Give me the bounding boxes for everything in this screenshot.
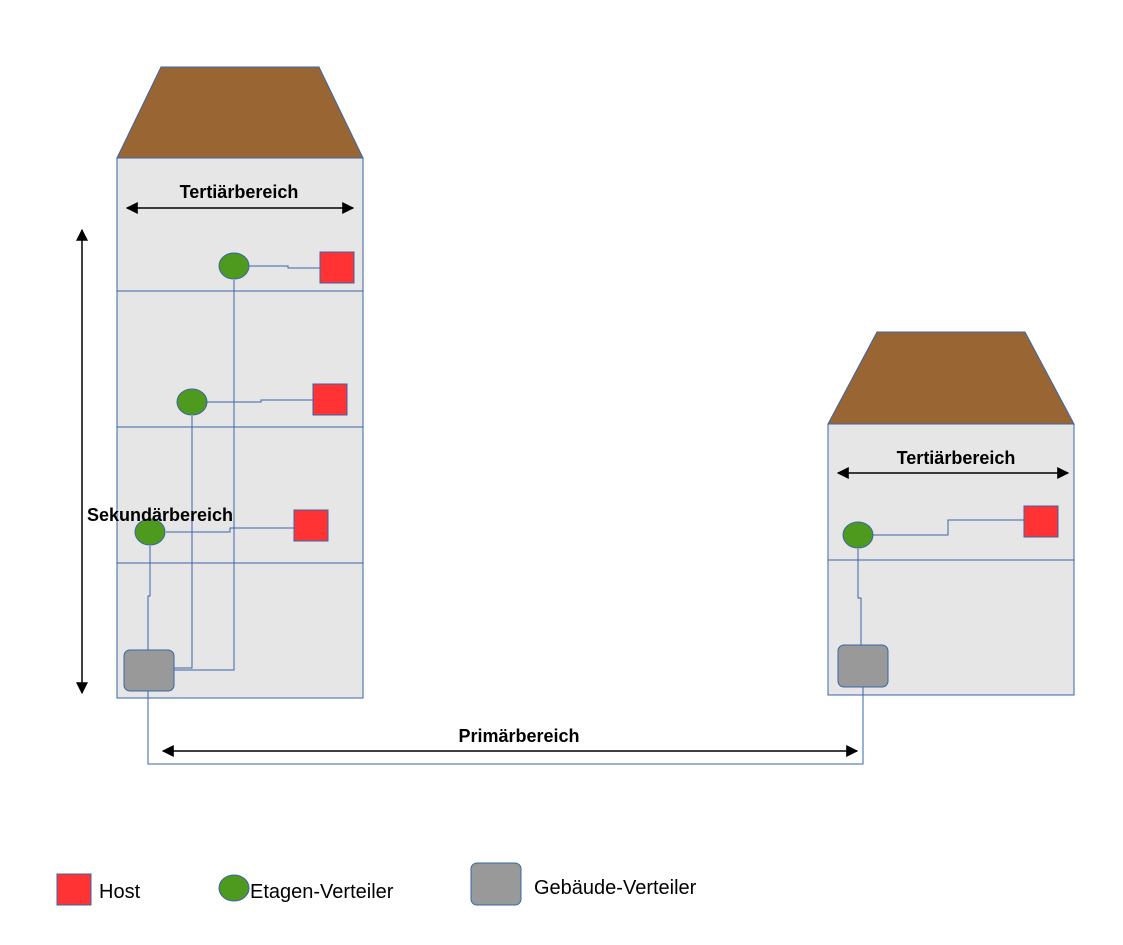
floor-distributor-right <box>842 521 874 549</box>
legend-building-distributor-swatch <box>470 862 522 906</box>
cable-floor3-riser <box>174 280 235 671</box>
floor-distributor-3 <box>218 252 250 280</box>
cable-floor3-host <box>249 265 320 269</box>
right-building: Tertiärbereich <box>827 331 1075 696</box>
legend-host-swatch <box>56 873 92 906</box>
building-distributor-left <box>123 649 175 692</box>
tertiary-label-right: Tertiärbereich <box>897 448 1016 468</box>
tertiary-label-left: Tertiärbereich <box>180 182 299 202</box>
legend-floor-distributor-label: Etagen-Verteiler <box>250 881 394 903</box>
left-building-body <box>116 157 364 699</box>
cable-floor1-riser <box>147 546 151 650</box>
primary-cable <box>147 687 864 765</box>
primary-label: Primärbereich <box>458 726 579 746</box>
host-floor1 <box>293 509 329 542</box>
legend-building-distributor-label: Gebäude-Verteiler <box>534 877 697 899</box>
left-building: Tertiärbereich <box>116 66 364 699</box>
building-distributor-right <box>837 644 889 688</box>
host-floor3 <box>319 251 355 284</box>
legend-floor-distributor-swatch <box>218 874 250 902</box>
floor-distributor-1 <box>134 518 166 546</box>
legend: Host Etagen-Verteiler Gebäude-Verteiler <box>56 862 697 906</box>
host-floor2 <box>312 383 348 416</box>
cable-right-floor-host <box>873 519 1024 536</box>
cable-right-riser <box>857 549 862 645</box>
legend-host-label: Host <box>99 881 141 903</box>
left-building-roof <box>116 66 364 159</box>
host-right <box>1023 505 1059 538</box>
cable-floor2-riser <box>174 416 193 669</box>
cable-floor1-host <box>166 527 294 533</box>
secondary-label: Sekundärbereich <box>87 505 233 525</box>
floor-distributor-2 <box>176 388 208 416</box>
right-building-roof <box>827 331 1075 425</box>
